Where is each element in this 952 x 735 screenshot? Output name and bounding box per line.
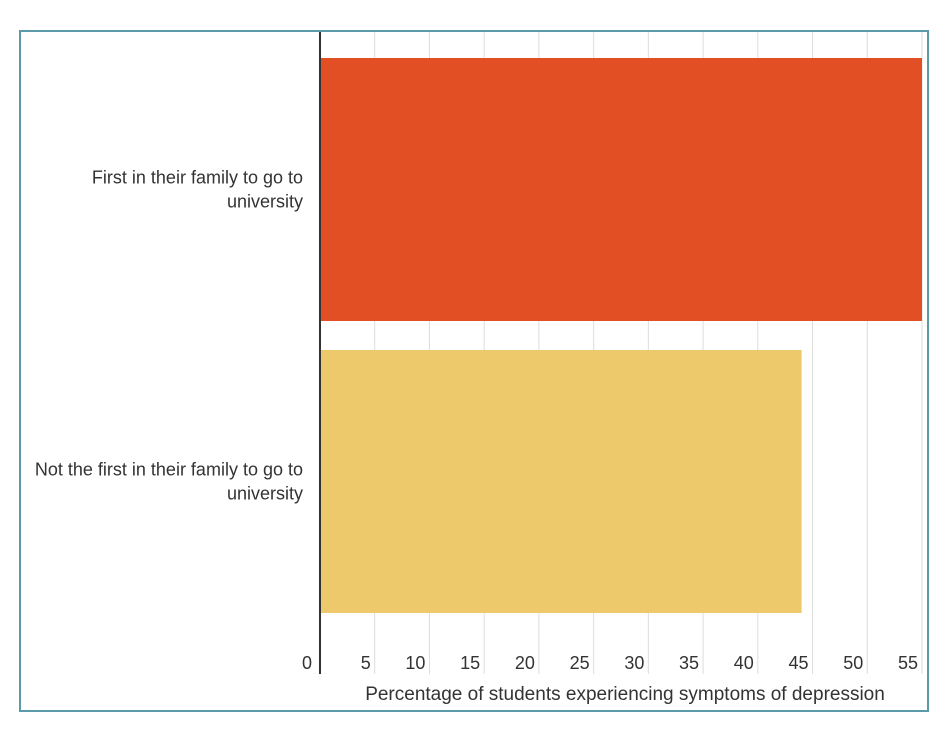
bar [320, 58, 922, 321]
x-tick-label: 35 [679, 653, 699, 673]
x-tick-label: 40 [734, 653, 754, 673]
x-tick-label: 5 [361, 653, 371, 673]
x-tick-label: 0 [302, 653, 312, 673]
category-labels: First in their family to go to university… [35, 168, 303, 504]
x-tick-label: 55 [898, 653, 918, 673]
x-tick-label: 15 [460, 653, 480, 673]
category-label: Not the first in their family to go to un… [35, 460, 303, 504]
category-label: First in their family to go to university [92, 168, 303, 212]
bars [320, 58, 922, 613]
x-tick-label: 10 [405, 653, 425, 673]
x-tick-label: 50 [843, 653, 863, 673]
x-tick-label: 20 [515, 653, 535, 673]
x-tick-label: 45 [789, 653, 809, 673]
bar [320, 350, 802, 613]
x-axis-title: Percentage of students experiencing symp… [365, 684, 885, 705]
x-tick-labels: 0 5 10 15 20 25 30 35 40 45 50 55 [302, 653, 918, 673]
x-tick-label: 25 [570, 653, 590, 673]
x-tick-label: 30 [624, 653, 644, 673]
